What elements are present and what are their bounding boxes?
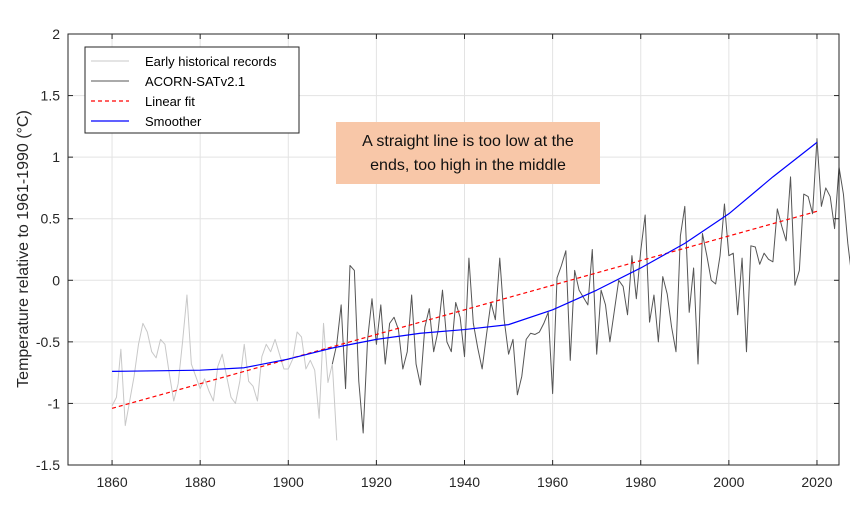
series-linear-fit xyxy=(111,210,818,409)
x-tick-label: 1960 xyxy=(537,474,568,490)
legend-label: Linear fit xyxy=(145,94,195,109)
legend-label: ACORN-SATv2.1 xyxy=(145,74,245,89)
y-tick-label: 2 xyxy=(52,26,60,42)
ticks: 1860 1880 1900 1920 1940 1960 1980 2000 2020 -1.5… xyxy=(36,26,839,490)
x-tick-label: 1900 xyxy=(273,474,304,490)
y-tick-label: 0 xyxy=(52,272,60,288)
y-tick-label: 0.5 xyxy=(41,211,61,227)
y-tick-label: -1 xyxy=(48,395,61,411)
annotation-callout: A straight line is too low at the ends, t… xyxy=(336,122,600,184)
series-acorn-sat xyxy=(331,138,850,434)
annotation-line: A straight line is too low at the xyxy=(362,133,574,150)
annotation-box xyxy=(336,122,600,184)
y-tick-label: -0.5 xyxy=(36,334,60,350)
legend: Early historical records ACORN-SATv2.1 Lin… xyxy=(84,46,300,134)
y-tick-label: -1.5 xyxy=(36,457,60,473)
x-tick-label: 1860 xyxy=(96,474,127,490)
series-early-historical xyxy=(111,294,338,441)
y-tick-label: 1 xyxy=(52,149,60,165)
legend-label: Early historical records xyxy=(145,54,277,69)
series-smoother xyxy=(112,141,818,373)
x-tick-label: 1920 xyxy=(361,474,392,490)
x-tick-label: 1940 xyxy=(449,474,480,490)
legend-label: Smoother xyxy=(145,114,202,129)
series-layer xyxy=(111,138,850,441)
x-tick-label: 2000 xyxy=(713,474,744,490)
x-tick-label: 1880 xyxy=(185,474,216,490)
x-tick-label: 1980 xyxy=(625,474,656,490)
x-tick-label: 2020 xyxy=(801,474,832,490)
annotation-line: ends, too high in the middle xyxy=(370,157,566,174)
y-axis-label: Temperature relative to 1961-1990 (°C) xyxy=(15,110,32,388)
plot-frame xyxy=(67,33,840,466)
y-tick-label: 1.5 xyxy=(41,88,61,104)
